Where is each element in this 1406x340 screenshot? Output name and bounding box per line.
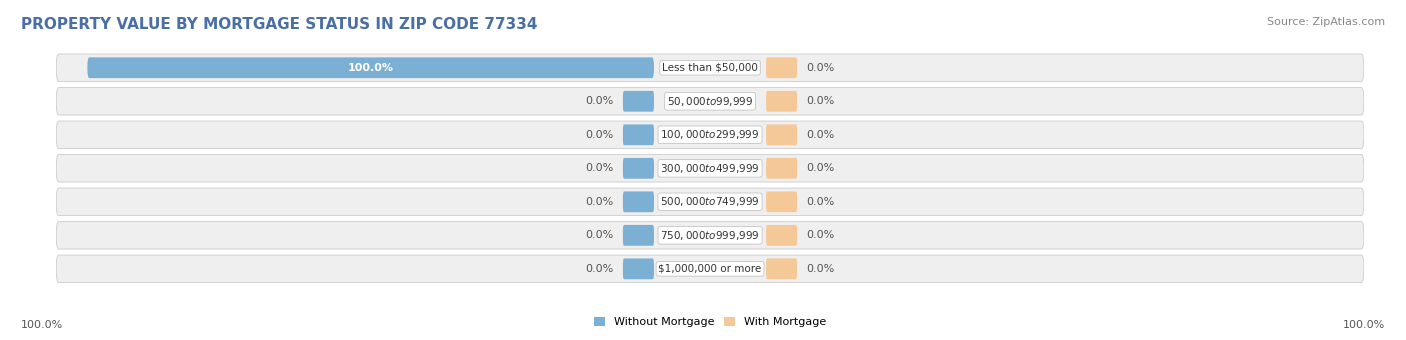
FancyBboxPatch shape: [766, 258, 797, 279]
FancyBboxPatch shape: [56, 54, 1364, 82]
Text: $50,000 to $99,999: $50,000 to $99,999: [666, 95, 754, 108]
FancyBboxPatch shape: [623, 158, 654, 179]
FancyBboxPatch shape: [766, 158, 797, 179]
FancyBboxPatch shape: [623, 124, 654, 145]
Text: $750,000 to $999,999: $750,000 to $999,999: [661, 229, 759, 242]
FancyBboxPatch shape: [56, 155, 1364, 182]
FancyBboxPatch shape: [766, 57, 797, 78]
Text: Source: ZipAtlas.com: Source: ZipAtlas.com: [1267, 17, 1385, 27]
Text: 0.0%: 0.0%: [585, 197, 613, 207]
FancyBboxPatch shape: [766, 91, 797, 112]
Text: $500,000 to $749,999: $500,000 to $749,999: [661, 195, 759, 208]
FancyBboxPatch shape: [766, 191, 797, 212]
FancyBboxPatch shape: [766, 124, 797, 145]
Text: PROPERTY VALUE BY MORTGAGE STATUS IN ZIP CODE 77334: PROPERTY VALUE BY MORTGAGE STATUS IN ZIP…: [21, 17, 537, 32]
Legend: Without Mortgage, With Mortgage: Without Mortgage, With Mortgage: [589, 312, 831, 332]
Text: 0.0%: 0.0%: [807, 130, 835, 140]
FancyBboxPatch shape: [623, 91, 654, 112]
Text: 0.0%: 0.0%: [807, 197, 835, 207]
FancyBboxPatch shape: [87, 57, 654, 78]
FancyBboxPatch shape: [56, 222, 1364, 249]
Text: $1,000,000 or more: $1,000,000 or more: [658, 264, 762, 274]
FancyBboxPatch shape: [623, 225, 654, 246]
Text: 0.0%: 0.0%: [807, 63, 835, 73]
FancyBboxPatch shape: [623, 258, 654, 279]
Text: 0.0%: 0.0%: [807, 230, 835, 240]
Text: 0.0%: 0.0%: [807, 96, 835, 106]
Text: 100.0%: 100.0%: [347, 63, 394, 73]
Text: 0.0%: 0.0%: [807, 163, 835, 173]
FancyBboxPatch shape: [56, 188, 1364, 216]
Text: $100,000 to $299,999: $100,000 to $299,999: [661, 128, 759, 141]
FancyBboxPatch shape: [56, 87, 1364, 115]
Text: 0.0%: 0.0%: [585, 130, 613, 140]
Text: 0.0%: 0.0%: [585, 96, 613, 106]
Text: 0.0%: 0.0%: [807, 264, 835, 274]
FancyBboxPatch shape: [56, 121, 1364, 149]
FancyBboxPatch shape: [766, 225, 797, 246]
Text: 100.0%: 100.0%: [21, 320, 63, 330]
Text: $300,000 to $499,999: $300,000 to $499,999: [661, 162, 759, 175]
Text: 0.0%: 0.0%: [585, 163, 613, 173]
Text: 0.0%: 0.0%: [585, 230, 613, 240]
Text: Less than $50,000: Less than $50,000: [662, 63, 758, 73]
FancyBboxPatch shape: [623, 191, 654, 212]
Text: 0.0%: 0.0%: [585, 264, 613, 274]
Text: 100.0%: 100.0%: [1343, 320, 1385, 330]
FancyBboxPatch shape: [56, 255, 1364, 283]
